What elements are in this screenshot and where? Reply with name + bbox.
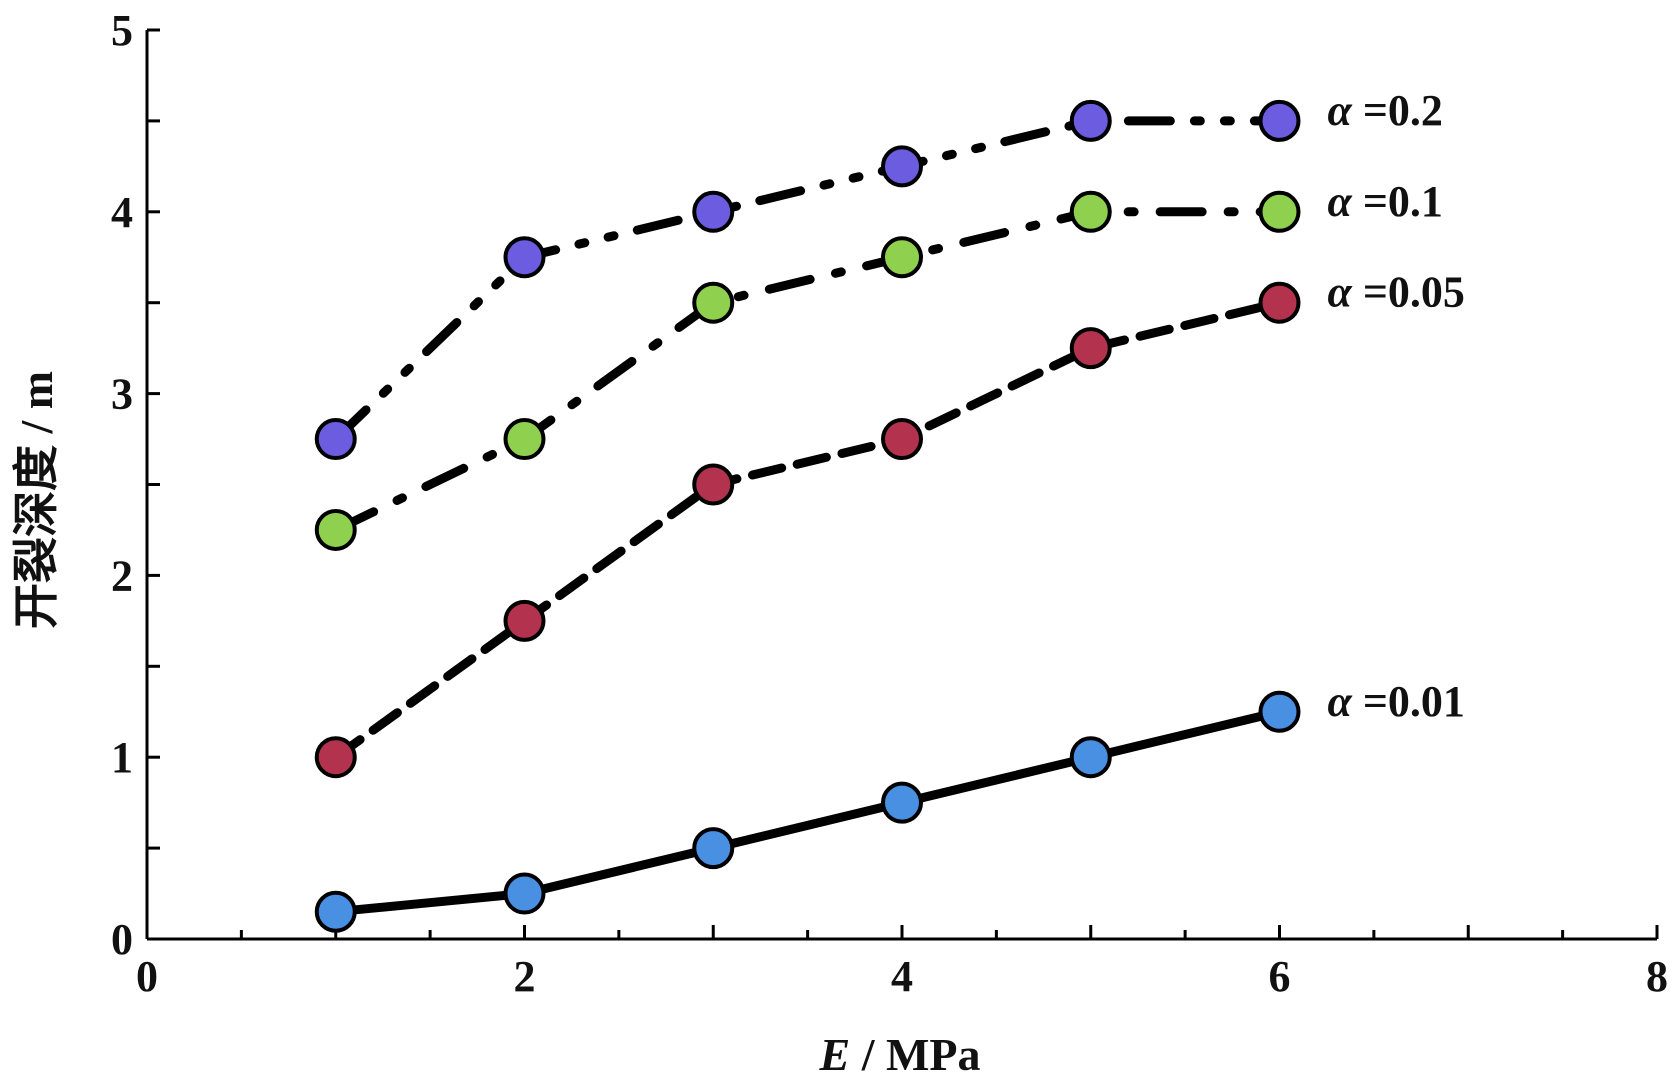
data-point-a01 — [314, 508, 357, 551]
data-point-a02 — [692, 190, 735, 233]
y-axis-title: 开裂深度 / m — [11, 371, 62, 629]
data-point-a01 — [1069, 190, 1112, 233]
data-point-a01 — [503, 418, 546, 461]
series-label-value: =0.01 — [1352, 677, 1465, 726]
series-label-greek: α — [1328, 86, 1353, 135]
data-point-a01 — [1258, 190, 1301, 233]
data-point-a005 — [1258, 281, 1301, 324]
y-tick-label: 4 — [111, 188, 133, 237]
x-tick-label: 6 — [1269, 952, 1291, 1001]
data-point-a001 — [1069, 736, 1112, 779]
series-label-greek: α — [1328, 268, 1353, 317]
series-label-greek: α — [1328, 677, 1353, 726]
data-point-a005 — [503, 599, 546, 642]
x-tick-label: 0 — [136, 952, 158, 1001]
series-line-a02 — [331, 116, 1284, 444]
y-tick-label: 3 — [111, 370, 133, 419]
y-tick-label: 5 — [111, 6, 133, 55]
data-point-a001 — [881, 781, 923, 824]
data-point-a02 — [1069, 99, 1112, 142]
series-label-value: =0.05 — [1352, 268, 1465, 317]
series-label-value: =0.1 — [1352, 177, 1443, 226]
data-point-a001 — [1258, 690, 1301, 733]
data-point-a005 — [692, 463, 735, 506]
data-point-a001 — [314, 890, 357, 933]
series-line-a01 — [331, 207, 1284, 535]
data-point-a01 — [881, 236, 923, 279]
tick-labels: 0 2 4 6 8 0 1 2 3 4 5 — [111, 6, 1668, 1001]
axes — [145, 28, 1659, 941]
data-point-a005 — [881, 418, 923, 461]
series-line-a001 — [331, 707, 1284, 917]
y-tick-label: 2 — [111, 551, 133, 600]
data-point-a02 — [881, 145, 923, 188]
data-point-a01 — [692, 281, 735, 324]
series-label-value: =0.2 — [1352, 86, 1443, 135]
y-tick-label: 0 — [111, 915, 133, 964]
y-tick-label: 1 — [111, 733, 133, 782]
data-point-a02 — [503, 236, 546, 279]
series-label-a001: α =0.01 — [1328, 677, 1465, 726]
series-line-a005 — [331, 298, 1284, 762]
x-tick-label: 8 — [1646, 952, 1668, 1001]
series-label-a005: α =0.05 — [1328, 268, 1465, 317]
x-tick-label: 4 — [891, 952, 913, 1001]
data-point-a02 — [1258, 99, 1301, 142]
data-point-a005 — [314, 736, 357, 779]
data-point-a005 — [1069, 327, 1112, 370]
data-point-a001 — [503, 872, 546, 915]
series-lines — [331, 116, 1284, 917]
x-axis-title-rest: / MPa — [850, 1029, 980, 1080]
x-axis-title: E / MPa — [819, 1029, 981, 1080]
series-label-greek: α — [1328, 177, 1353, 226]
x-axis-title-italic: E — [819, 1029, 851, 1080]
legend: α =0.2α =0.1α =0.05α =0.01 — [1328, 86, 1465, 726]
data-point-a001 — [692, 827, 735, 870]
series-label-a02: α =0.2 — [1328, 86, 1443, 135]
series-label-a01: α =0.1 — [1328, 177, 1443, 226]
x-tick-label: 2 — [514, 952, 536, 1001]
data-point-a02 — [314, 418, 357, 461]
series-points — [314, 99, 1301, 933]
